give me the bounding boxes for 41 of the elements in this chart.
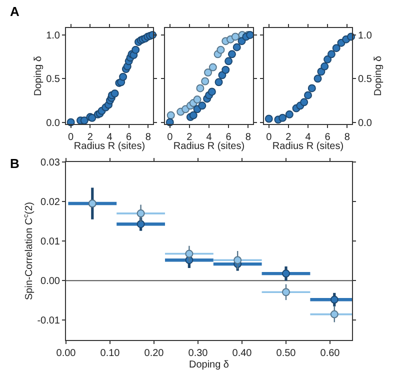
x-tick-label: 0: [266, 132, 272, 143]
y2-tick-label: 1.0: [358, 30, 372, 42]
y-tick-label: 0.5: [46, 74, 60, 86]
x-tick-label: 8: [145, 132, 152, 143]
x-tick-label: 0.50: [276, 348, 296, 359]
y-tick-label: 0.03: [40, 158, 60, 168]
x-axis-title: Radius R (sites): [173, 141, 245, 152]
x-tick-label: 0: [68, 132, 74, 143]
x-tick-label: 2: [186, 132, 193, 143]
x-axis-title: Doping δ: [188, 360, 230, 370]
x-tick-label: 6: [226, 132, 232, 143]
x-tick-label: 0.30: [188, 348, 208, 359]
x-tick-label: 8: [245, 132, 252, 143]
x-tick-label: 2: [87, 132, 94, 143]
y-tick-label: 1.0: [46, 30, 60, 42]
x-tick-label: 6: [324, 132, 331, 143]
x-tick-label: 0.00: [56, 348, 76, 359]
y2-tick-label: 0.0: [358, 118, 372, 129]
x-tick-label: 4: [106, 132, 113, 143]
x-tick-label: 0.20: [144, 348, 164, 359]
x-tick-label: 0.10: [100, 348, 120, 359]
x-tick-label: 4: [305, 132, 312, 143]
y-tick-label: 0.00: [40, 276, 60, 288]
y-tick-label: 0.02: [40, 197, 60, 208]
y2-axis-title: Doping δ: [372, 56, 384, 96]
text: A: [10, 4, 20, 19]
x-tick-label: 0.40: [232, 348, 252, 359]
y-tick-label: 0.0: [46, 118, 60, 129]
x-axis-title: Radius R (sites): [272, 141, 344, 152]
x-tick-label: 0: [167, 132, 174, 143]
x-tick-label: 2: [286, 132, 292, 143]
x-axis-title: Radius R (sites): [74, 141, 146, 152]
y-tick-label: 0.01: [40, 236, 60, 248]
x-tick-label: 8: [344, 132, 350, 143]
text: B: [10, 156, 20, 171]
y2-tick-label: 0.5: [358, 74, 372, 86]
y-axis-title: Doping δ: [33, 56, 44, 96]
x-tick-label: 6: [126, 132, 132, 143]
x-tick-label: 0.60: [320, 348, 340, 359]
x-tick-label: 4: [206, 132, 212, 143]
y-tick-label: -0.01: [37, 316, 60, 327]
